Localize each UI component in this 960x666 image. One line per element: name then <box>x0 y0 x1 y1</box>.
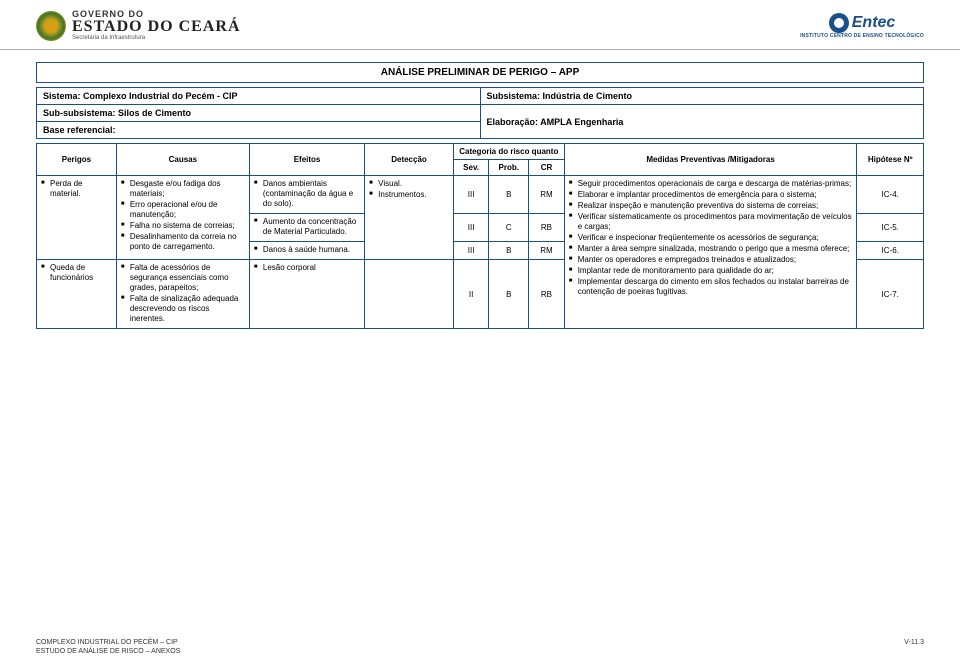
list-item: Falta de sinalização adequada descrevend… <box>121 294 245 324</box>
cell-efeito-1b: Aumento da concentração de Material Part… <box>249 214 364 242</box>
list-item: Manter os operadores e empregados treina… <box>569 255 853 265</box>
cell-cr: RB <box>529 260 564 329</box>
list-item: Queda de funcionários <box>41 263 112 283</box>
list-item: Desalinhamento da correia no ponto de ca… <box>121 232 245 252</box>
th-cr: CR <box>529 160 564 176</box>
list-item: Lesão corporal <box>254 263 360 273</box>
th-medidas: Medidas Preventivas /Mitigadoras <box>564 144 857 176</box>
list-item: Desgaste e/ou fadiga dos materiais; <box>121 179 245 199</box>
th-deteccao: Detecção <box>365 144 454 176</box>
cell-hip: IC-4. <box>857 176 924 214</box>
meta-table: Sistema: Complexo Industrial do Pecém - … <box>36 87 924 139</box>
cell-cr: RM <box>529 242 564 260</box>
list-item: Implementar descarga do cimento em silos… <box>569 277 853 297</box>
cell-efeito-1a: Danos ambientais (contaminação da água e… <box>249 176 364 214</box>
footer-line1: COMPLEXO INDUSTRIAL DO PECÉM – CIP <box>36 639 180 647</box>
th-prob: Prob. <box>489 160 529 176</box>
list-item: Falha no sistema de correias; <box>121 221 245 231</box>
meta-base: Base referencial: <box>37 122 481 139</box>
page-footer: COMPLEXO INDUSTRIAL DO PECÉM – CIP ESTUD… <box>36 639 924 656</box>
list-item: Elaborar e implantar procedimentos de em… <box>569 190 853 200</box>
cell-hip: IC-6. <box>857 242 924 260</box>
footer-line2: ESTUDO DE ANÁLISE DE RISCO – ANEXOS <box>36 648 180 656</box>
list-item: Aumento da concentração de Material Part… <box>254 217 360 237</box>
list-item: Implantar rede de monitoramento para qua… <box>569 266 853 276</box>
meta-sistema: Sistema: Complexo Industrial do Pecém - … <box>37 88 481 105</box>
cell-prob: B <box>489 176 529 214</box>
gov-line2: ESTADO DO CEARÁ <box>72 19 241 35</box>
meta-subsistema: Subsistema: Indústria de Cimento <box>480 88 924 105</box>
th-causas: Causas <box>116 144 249 176</box>
entec-name: Entec <box>852 14 896 32</box>
gear-icon <box>829 13 849 33</box>
th-hipotese: Hipótese Nº <box>857 144 924 176</box>
cell-prob: C <box>489 214 529 242</box>
cell-sev: III <box>453 214 488 242</box>
gov-line3: Secretaria da Infraestrutura <box>72 35 241 41</box>
cell-medidas: Seguir procedimentos operacionais de car… <box>564 176 857 329</box>
cell-sev: III <box>453 176 488 214</box>
list-item: Visual. <box>369 179 449 189</box>
cell-causas-1: Desgaste e/ou fadiga dos materiais;Erro … <box>116 176 249 260</box>
th-perigos: Perigos <box>37 144 117 176</box>
document-title: ANÁLISE PRELIMINAR DE PERIGO – APP <box>36 62 924 83</box>
cell-cr: RB <box>529 214 564 242</box>
cell-hip: IC-5. <box>857 214 924 242</box>
cell-perigo-1: Perda de material. <box>37 176 117 260</box>
entec-logo: Entec INSTITUTO CENTRO DE ENSINO TECNOLÓ… <box>800 13 924 39</box>
cell-prob: B <box>489 260 529 329</box>
th-efeitos: Efeitos <box>249 144 364 176</box>
list-item: Realizar inspeção e manutenção preventiv… <box>569 201 853 211</box>
list-item: Manter a área sempre sinalizada, mostran… <box>569 244 853 254</box>
meta-subsub: Sub-subsistema: Silos de Cimento <box>37 105 481 122</box>
cell-cr: RM <box>529 176 564 214</box>
list-item: Perda de material. <box>41 179 112 199</box>
cell-hip: IC-7. <box>857 260 924 329</box>
gov-logo: GOVERNO DO ESTADO DO CEARÁ Secretaria da… <box>36 10 241 41</box>
page-header: GOVERNO DO ESTADO DO CEARÁ Secretaria da… <box>0 0 960 50</box>
risk-table: Perigos Causas Efeitos Detecção Categori… <box>36 143 924 329</box>
list-item: Danos à saúde humana. <box>254 245 360 255</box>
content-area: ANÁLISE PRELIMINAR DE PERIGO – APP Siste… <box>0 50 960 329</box>
list-item: Verificar sistematicamente os procedimen… <box>569 212 853 232</box>
cell-sev: III <box>453 242 488 260</box>
cell-sev: II <box>453 260 488 329</box>
list-item: Danos ambientais (contaminação da água e… <box>254 179 360 209</box>
entec-subtitle: INSTITUTO CENTRO DE ENSINO TECNOLÓGICO <box>800 33 924 39</box>
ceara-crest-icon <box>36 11 66 41</box>
list-item: Instrumentos. <box>369 190 449 200</box>
list-item: Falta de acessórios de segurança essenci… <box>121 263 245 293</box>
cell-detec-1: Visual.Instrumentos. <box>365 176 454 260</box>
meta-elab: Elaboração: AMPLA Engenharia <box>480 105 924 139</box>
table-row: Perda de material. Desgaste e/ou fadiga … <box>37 176 924 214</box>
list-item: Erro operacional e/ou de manutenção; <box>121 200 245 220</box>
page-number: V-11.3 <box>904 639 924 656</box>
list-item: Seguir procedimentos operacionais de car… <box>569 179 853 189</box>
cell-detec-2 <box>365 260 454 329</box>
th-categoria: Categoria do risco quanto <box>453 144 564 160</box>
cell-causas-2: Falta de acessórios de segurança essenci… <box>116 260 249 329</box>
cell-perigo-2: Queda de funcionários <box>37 260 117 329</box>
cell-efeito-2: Lesão corporal <box>249 260 364 329</box>
list-item: Verificar e inspecionar freqüentemente o… <box>569 233 853 243</box>
th-sev: Sev. <box>453 160 488 176</box>
cell-prob: B <box>489 242 529 260</box>
cell-efeito-1c: Danos à saúde humana. <box>249 242 364 260</box>
